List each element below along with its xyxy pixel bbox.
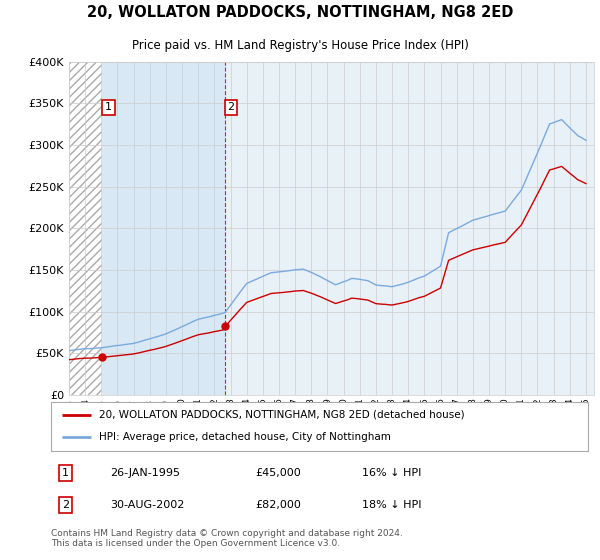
Text: 20, WOLLATON PADDOCKS, NOTTINGHAM, NG8 2ED (detached house): 20, WOLLATON PADDOCKS, NOTTINGHAM, NG8 2… — [100, 410, 465, 420]
Text: 16% ↓ HPI: 16% ↓ HPI — [362, 468, 422, 478]
Text: 18% ↓ HPI: 18% ↓ HPI — [362, 500, 422, 510]
Text: 26-JAN-1995: 26-JAN-1995 — [110, 468, 180, 478]
Text: 1: 1 — [62, 468, 69, 478]
Bar — [69, 62, 103, 395]
Text: £45,000: £45,000 — [255, 468, 301, 478]
Text: Price paid vs. HM Land Registry's House Price Index (HPI): Price paid vs. HM Land Registry's House … — [131, 39, 469, 53]
Bar — [103, 62, 225, 395]
Text: 30-AUG-2002: 30-AUG-2002 — [110, 500, 184, 510]
FancyBboxPatch shape — [51, 402, 588, 451]
Text: £82,000: £82,000 — [255, 500, 301, 510]
Text: Contains HM Land Registry data © Crown copyright and database right 2024.
This d: Contains HM Land Registry data © Crown c… — [51, 529, 403, 548]
Text: HPI: Average price, detached house, City of Nottingham: HPI: Average price, detached house, City… — [100, 432, 391, 442]
Text: 1: 1 — [105, 102, 112, 113]
Text: 20, WOLLATON PADDOCKS, NOTTINGHAM, NG8 2ED: 20, WOLLATON PADDOCKS, NOTTINGHAM, NG8 2… — [87, 6, 513, 20]
Text: 2: 2 — [227, 102, 235, 113]
Text: 2: 2 — [62, 500, 69, 510]
